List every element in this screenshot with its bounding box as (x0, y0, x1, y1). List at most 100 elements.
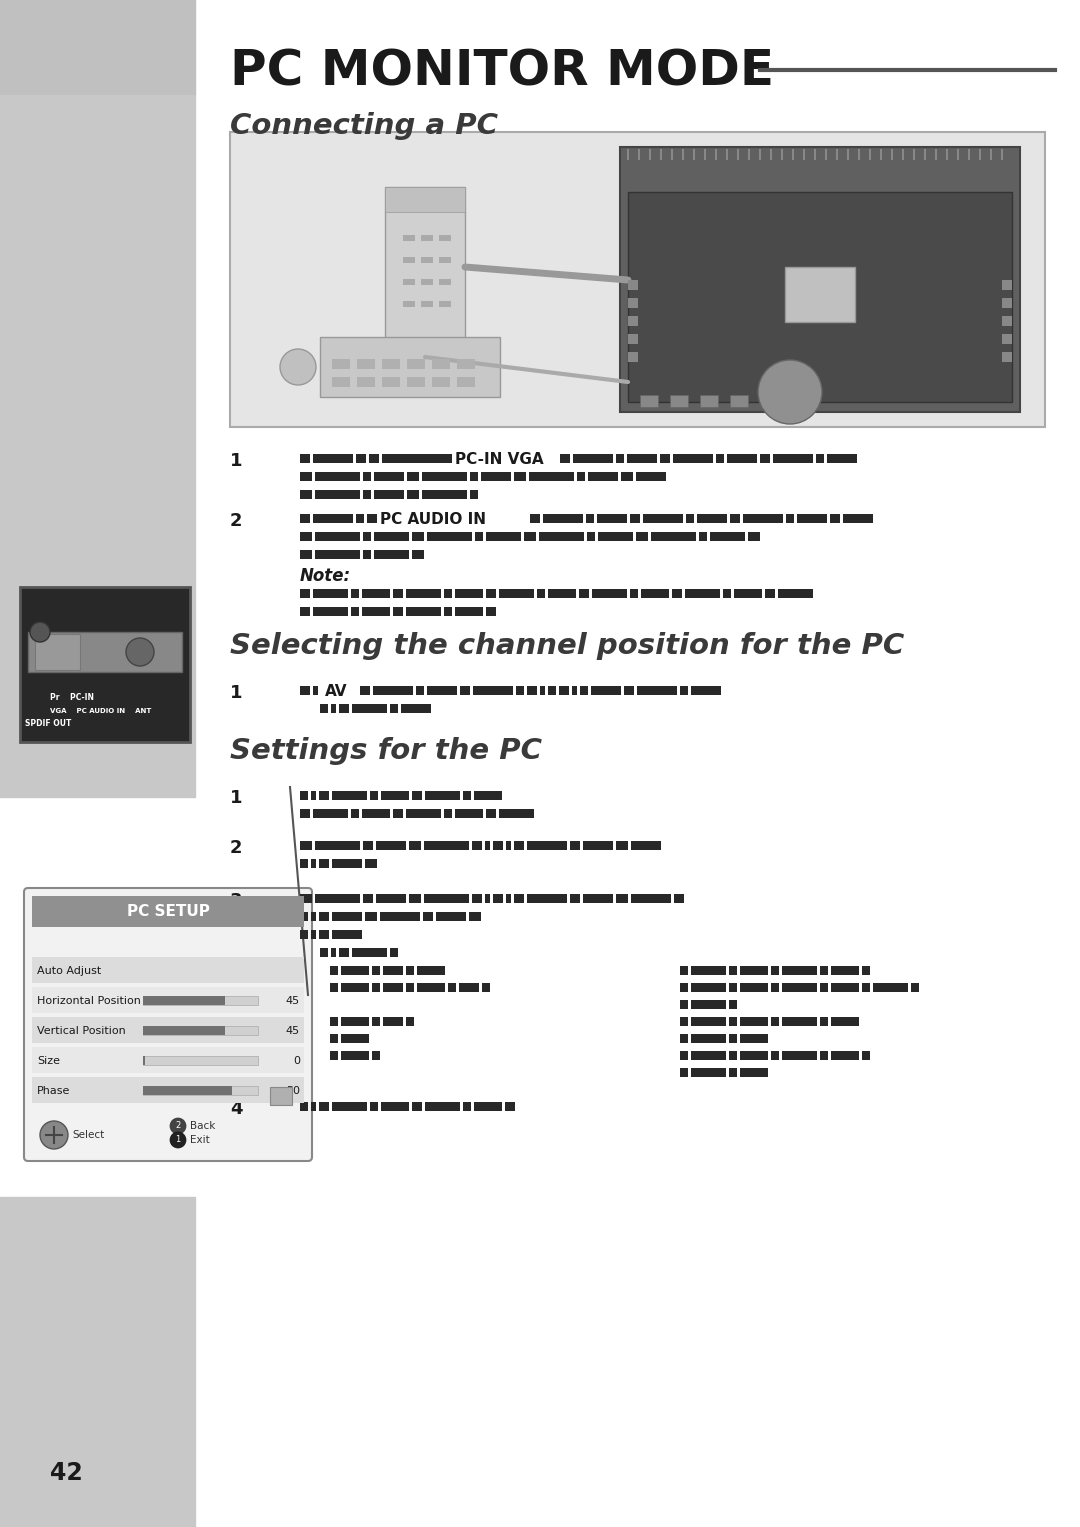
Bar (406, 983, 414, 993)
Bar (406, 608, 441, 615)
Bar (782, 1051, 816, 1060)
Bar (363, 550, 372, 559)
Bar (559, 686, 569, 695)
Bar (459, 983, 480, 993)
Bar (406, 967, 414, 976)
Bar (734, 589, 762, 599)
Bar (691, 1017, 726, 1026)
Circle shape (126, 638, 154, 666)
Bar (486, 531, 521, 541)
Bar (376, 841, 406, 851)
Bar (831, 967, 859, 976)
Bar (423, 912, 433, 921)
Text: 1: 1 (175, 1136, 180, 1145)
Bar (362, 608, 390, 615)
Bar (406, 589, 441, 599)
Bar (1002, 279, 1012, 290)
Bar (330, 967, 338, 976)
Text: 1: 1 (230, 684, 243, 702)
Bar (320, 704, 328, 713)
Circle shape (40, 1121, 68, 1148)
Bar (32, 1077, 303, 1102)
Bar (723, 589, 731, 599)
Bar (740, 967, 768, 976)
Bar (363, 893, 373, 902)
Bar (315, 531, 360, 541)
Bar (32, 1048, 303, 1073)
Bar (438, 279, 451, 286)
Bar (473, 686, 513, 695)
Bar (393, 809, 403, 818)
Bar (583, 841, 613, 851)
Bar (363, 490, 372, 499)
Text: 2: 2 (230, 512, 243, 530)
Bar (421, 301, 433, 307)
Bar (381, 791, 409, 800)
Bar (616, 454, 624, 463)
Bar (417, 967, 445, 976)
Bar (771, 967, 779, 976)
Bar (862, 1051, 870, 1060)
Text: Back: Back (190, 1121, 215, 1132)
Bar (422, 472, 467, 481)
Bar (0, 1197, 195, 1527)
Bar (785, 267, 855, 322)
Bar (383, 1017, 403, 1026)
Bar (374, 550, 409, 559)
Bar (740, 1017, 768, 1026)
Bar (627, 334, 638, 344)
Bar (143, 1086, 258, 1095)
Bar (457, 359, 475, 370)
Bar (507, 841, 511, 851)
Bar (685, 589, 720, 599)
Bar (691, 686, 721, 695)
Bar (627, 316, 638, 325)
Bar (393, 589, 403, 599)
Bar (592, 589, 627, 599)
Bar (481, 472, 511, 481)
Bar (472, 841, 482, 851)
Bar (403, 301, 415, 307)
Bar (372, 983, 380, 993)
Bar (424, 893, 469, 902)
Bar (820, 1017, 828, 1026)
Bar (426, 791, 460, 800)
Bar (406, 1017, 414, 1026)
Bar (691, 1034, 726, 1043)
Bar (729, 967, 737, 976)
Bar (912, 983, 919, 993)
Bar (472, 893, 482, 902)
Bar (1002, 334, 1012, 344)
Bar (313, 454, 353, 463)
Bar (374, 531, 409, 541)
Bar (0, 95, 195, 797)
Bar (330, 704, 336, 713)
Bar (332, 912, 362, 921)
Bar (455, 589, 483, 599)
Bar (360, 686, 370, 695)
Bar (470, 472, 478, 481)
Text: Settings for the PC: Settings for the PC (230, 738, 542, 765)
Bar (786, 515, 794, 524)
Bar (548, 686, 556, 695)
Bar (548, 589, 576, 599)
Bar (383, 967, 403, 976)
Bar (362, 589, 390, 599)
Bar (831, 1051, 859, 1060)
Bar (411, 1102, 422, 1112)
Text: PC-IN VGA: PC-IN VGA (455, 452, 543, 467)
Bar (372, 967, 380, 976)
Bar (311, 791, 316, 800)
Bar (406, 809, 441, 818)
Bar (341, 1017, 369, 1026)
Bar (32, 896, 303, 927)
Bar (374, 472, 404, 481)
Text: Select: Select (72, 1130, 105, 1141)
Bar (311, 860, 316, 867)
Bar (455, 809, 483, 818)
Text: Pr    PC-IN: Pr PC-IN (50, 693, 94, 702)
Bar (1002, 298, 1012, 308)
Bar (816, 454, 824, 463)
Bar (660, 454, 670, 463)
Bar (356, 515, 364, 524)
